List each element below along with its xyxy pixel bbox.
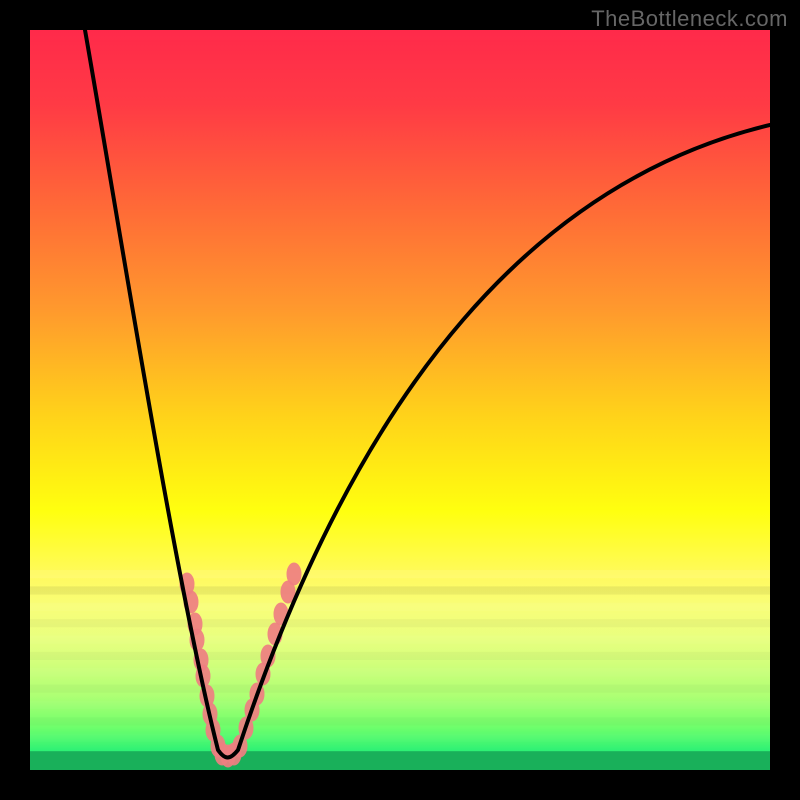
- v-curve: [85, 30, 770, 758]
- chart-curve-layer: [30, 30, 770, 770]
- marker-point: [287, 563, 301, 585]
- chart-container: [30, 30, 770, 770]
- watermark: TheBottleneck.com: [591, 6, 788, 32]
- chart-plot-area: [30, 30, 770, 770]
